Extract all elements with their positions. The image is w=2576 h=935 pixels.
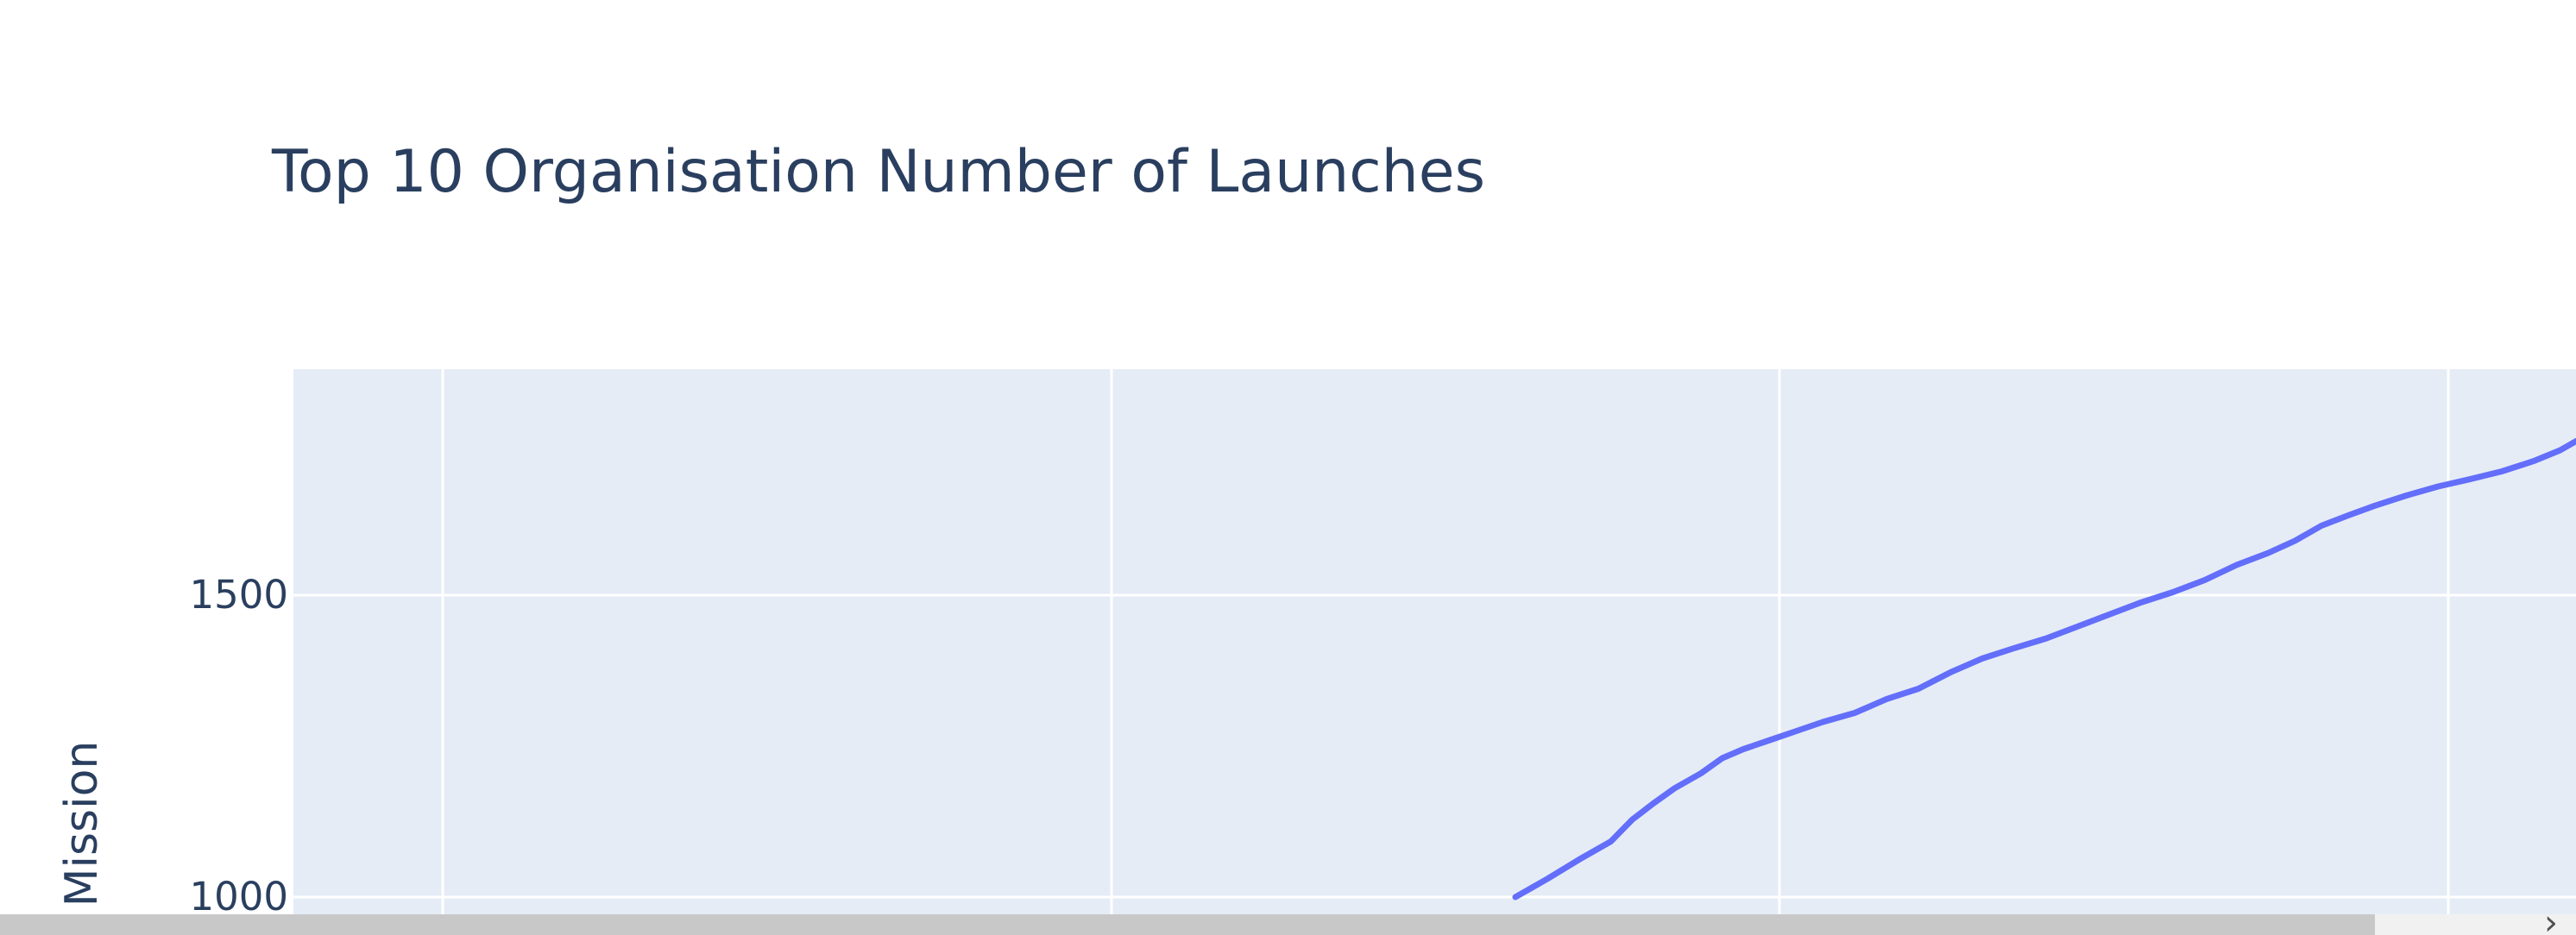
y-tick-label: 1000 [189,874,288,919]
y-axis-title: Mission [56,741,108,907]
y-tick-label: 1500 [189,572,288,618]
horizontal-scrollbar-thumb[interactable] [0,914,2375,935]
plot-area [293,369,2576,914]
scroll-right-arrow-icon[interactable]: › [2544,906,2558,935]
